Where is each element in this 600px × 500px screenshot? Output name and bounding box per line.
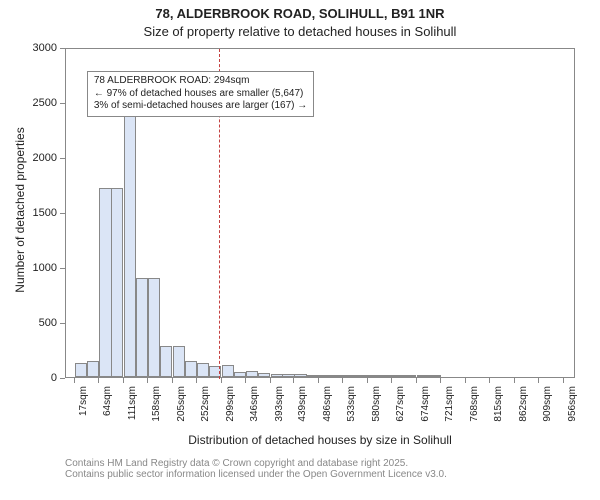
histogram-bar bbox=[258, 373, 270, 377]
histogram-bar bbox=[368, 375, 380, 377]
histogram-bar bbox=[271, 374, 283, 377]
x-tick-label: 439sqm bbox=[297, 386, 308, 422]
histogram-bar bbox=[429, 375, 441, 377]
histogram-bar bbox=[392, 375, 404, 377]
plot-area: 78 ALDERBROOK ROAD: 294sqm← 97% of detac… bbox=[65, 48, 575, 378]
chart-title-line1: 78, ALDERBROOK ROAD, SOLIHULL, B91 1NR bbox=[0, 6, 600, 21]
x-tick-label: 17sqm bbox=[78, 386, 89, 416]
histogram-bar bbox=[124, 114, 136, 377]
histogram-bar bbox=[282, 374, 294, 377]
annotation-line: 3% of semi-detached houses are larger (1… bbox=[94, 100, 307, 113]
annotation-box: 78 ALDERBROOK ROAD: 294sqm← 97% of detac… bbox=[87, 71, 314, 117]
x-tick-label: 721sqm bbox=[444, 386, 455, 422]
y-tick-label: 500 bbox=[0, 317, 57, 329]
x-tick-label: 205sqm bbox=[176, 386, 187, 422]
x-tick-label: 299sqm bbox=[225, 386, 236, 422]
x-tick-label: 393sqm bbox=[274, 386, 285, 422]
histogram-bar bbox=[294, 374, 306, 377]
y-tick-label: 1000 bbox=[0, 262, 57, 274]
histogram-bar bbox=[355, 375, 367, 377]
x-tick-label: 768sqm bbox=[469, 386, 480, 422]
histogram-bar bbox=[185, 361, 197, 378]
x-tick-label: 158sqm bbox=[151, 386, 162, 422]
histogram-bar bbox=[246, 371, 258, 377]
histogram-bar bbox=[99, 188, 111, 377]
histogram-bar bbox=[234, 372, 246, 378]
footer-line2: Contains public sector information licen… bbox=[65, 469, 447, 480]
x-tick-label: 346sqm bbox=[249, 386, 260, 422]
y-tick-label: 0 bbox=[0, 372, 57, 384]
histogram-bar bbox=[404, 375, 416, 377]
y-tick-label: 2500 bbox=[0, 97, 57, 109]
histogram-bar bbox=[160, 346, 172, 377]
histogram-bar bbox=[380, 375, 392, 377]
histogram-bar bbox=[319, 375, 331, 377]
histogram-bar bbox=[331, 375, 343, 377]
histogram-bar bbox=[111, 188, 123, 377]
annotation-line: 78 ALDERBROOK ROAD: 294sqm bbox=[94, 75, 307, 88]
x-tick-label: 956sqm bbox=[567, 386, 578, 422]
x-tick-label: 862sqm bbox=[518, 386, 529, 422]
x-tick-label: 815sqm bbox=[493, 386, 504, 422]
y-tick-label: 1500 bbox=[0, 207, 57, 219]
histogram-bar bbox=[87, 361, 99, 378]
histogram-bar bbox=[306, 375, 318, 377]
histogram-bar bbox=[75, 363, 87, 377]
x-axis-label: Distribution of detached houses by size … bbox=[65, 433, 575, 447]
footer-text: Contains HM Land Registry data © Crown c… bbox=[65, 458, 447, 480]
x-tick-label: 252sqm bbox=[200, 386, 211, 422]
x-tick-label: 111sqm bbox=[127, 386, 138, 420]
chart-title-line2: Size of property relative to detached ho… bbox=[0, 24, 600, 39]
annotation-line: ← 97% of detached houses are smaller (5,… bbox=[94, 88, 307, 101]
x-tick-label: 909sqm bbox=[542, 386, 553, 422]
histogram-bar bbox=[136, 278, 148, 377]
y-tick-label: 3000 bbox=[0, 42, 57, 54]
histogram-bar bbox=[197, 363, 209, 377]
histogram-bar bbox=[173, 346, 185, 377]
x-tick-label: 674sqm bbox=[420, 386, 431, 422]
x-tick-label: 627sqm bbox=[395, 386, 406, 422]
histogram-bar bbox=[343, 375, 355, 377]
y-tick-label: 2000 bbox=[0, 152, 57, 164]
x-tick-label: 580sqm bbox=[371, 386, 382, 422]
histogram-bar bbox=[148, 278, 160, 377]
x-tick-label: 486sqm bbox=[322, 386, 333, 422]
x-tick-label: 64sqm bbox=[102, 386, 113, 416]
histogram-bar bbox=[222, 365, 234, 377]
footer-line1: Contains HM Land Registry data © Crown c… bbox=[65, 458, 447, 469]
histogram-bar bbox=[417, 375, 429, 377]
x-tick-label: 533sqm bbox=[346, 386, 357, 422]
